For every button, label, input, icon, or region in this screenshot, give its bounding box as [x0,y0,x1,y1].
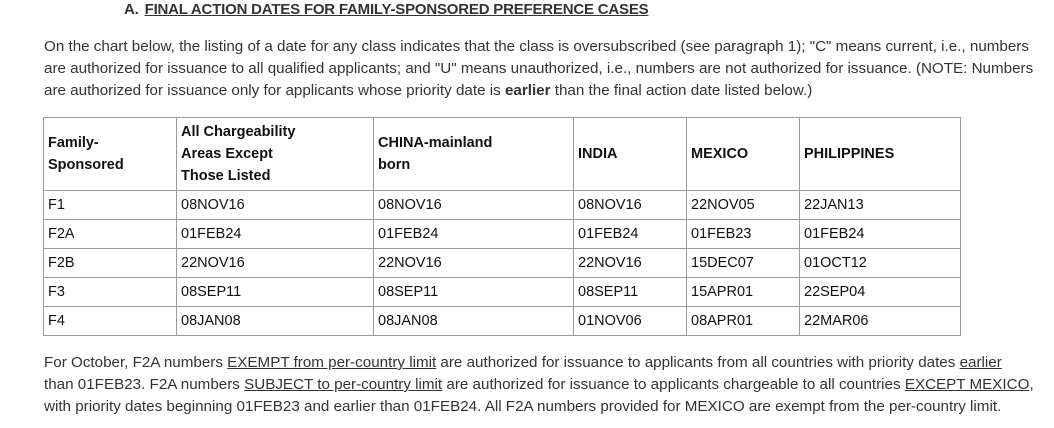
section-letter: A. [124,1,139,18]
date-cell: 08APR01 [686,306,800,336]
category-cell: F2B [43,248,177,278]
category-cell: F4 [43,306,177,336]
intro-bold-word: earlier [504,82,551,99]
category-cell: F3 [43,277,177,307]
footer-underline-earlier: earlier [959,354,1002,371]
date-cell: 22NOV16 [373,248,574,278]
date-cell: 22NOV16 [573,248,687,278]
table-row: F4 08JAN08 08JAN08 01NOV06 08APR01 22MAR06 [43,306,961,336]
footer-text-4: are authorized for issuance to applicant… [442,376,905,393]
table-row: F2A 01FEB24 01FEB24 01FEB24 01FEB23 01FEB24 [43,219,961,249]
column-header-line: born [378,157,411,173]
column-header-line: MEXICO [691,146,749,162]
intro-paragraph: On the chart below, the listing of a dat… [44,36,1034,102]
date-cell: 01FEB23 [686,219,800,249]
date-cell: 01FEB24 [799,219,961,249]
table-row: F1 08NOV16 08NOV16 08NOV16 22NOV05 22JAN13 [43,190,961,220]
date-cell: 15APR01 [686,277,800,307]
footer-text-1: For October, F2A numbers [44,354,228,371]
footer-text-3: than 01FEB23. F2A numbers [44,376,245,393]
date-cell: 08JAN08 [373,306,574,336]
column-header: PHILIPPINES [799,117,961,191]
date-cell: 01FEB24 [176,219,374,249]
date-cell: 22JAN13 [799,190,961,220]
category-cell: F1 [43,190,177,220]
date-cell: 01FEB24 [573,219,687,249]
table-body: F1 08NOV16 08NOV16 08NOV16 22NOV05 22JAN13 F2A… [43,190,961,336]
column-header: Family- Sponsored [43,117,177,191]
date-cell: 15DEC07 [686,248,800,278]
date-cell: 01OCT12 [799,248,961,278]
footer-underline-subject: SUBJECT to per-country limit [244,376,443,393]
column-header-line: Family- [48,135,99,151]
date-cell: 08SEP11 [176,277,374,307]
date-cell: 22NOV05 [686,190,800,220]
date-cell: 22SEP04 [799,277,961,307]
final-action-dates-table: Family- Sponsored All Chargeability Areas E… [43,117,961,336]
column-header: All Chargeability Areas Except Those Liste… [176,117,374,191]
footer-text-2: are authorized for issuance to applicant… [436,354,960,371]
intro-text-2: than the final action date listed below.… [550,82,813,99]
date-cell: 08NOV16 [373,190,574,220]
date-cell: 01NOV06 [573,306,687,336]
date-cell: 08JAN08 [176,306,374,336]
intro-text-1: On the chart below, the listing of a dat… [44,38,1034,99]
table-row: F2B 22NOV16 22NOV16 22NOV16 15DEC07 01OCT12 [43,248,961,278]
column-header-line: CHINA-mainland [378,135,493,151]
column-header: INDIA [573,117,687,191]
date-cell: 01FEB24 [373,219,574,249]
section-heading: A. FINAL ACTION DATES FOR FAMILY-SPONSORE… [124,0,649,20]
footer-text-5: , with priority dates beginning 01FEB23 … [44,376,1034,415]
column-header-line: Sponsored [48,157,124,173]
date-cell: 08NOV16 [573,190,687,220]
section-title: FINAL ACTION DATES FOR FAMILY-SPONSORED … [144,1,649,18]
date-cell: 08SEP11 [573,277,687,307]
column-header-line: Areas Except [181,146,273,162]
date-cell: 08SEP11 [373,277,574,307]
column-header: CHINA-mainland born [373,117,574,191]
table-header-row: Family- Sponsored All Chargeability Areas E… [43,117,961,191]
date-cell: 22MAR06 [799,306,961,336]
column-header-line: PHILIPPINES [804,146,895,162]
column-header-line: Those Listed [181,168,271,184]
table-row: F3 08SEP11 08SEP11 08SEP11 15APR01 22SEP04 [43,277,961,307]
date-cell: 22NOV16 [176,248,374,278]
footer-underline-exempt: EXEMPT from per-country limit [227,354,437,371]
column-header: MEXICO [686,117,800,191]
footer-note: For October, F2A numbers EXEMPT from per… [44,352,1034,418]
date-cell: 08NOV16 [176,190,374,220]
column-header-line: INDIA [578,146,618,162]
column-header-line: All Chargeability [181,124,296,140]
footer-underline-except-mexico: EXCEPT MEXICO [904,376,1030,393]
category-cell: F2A [43,219,177,249]
